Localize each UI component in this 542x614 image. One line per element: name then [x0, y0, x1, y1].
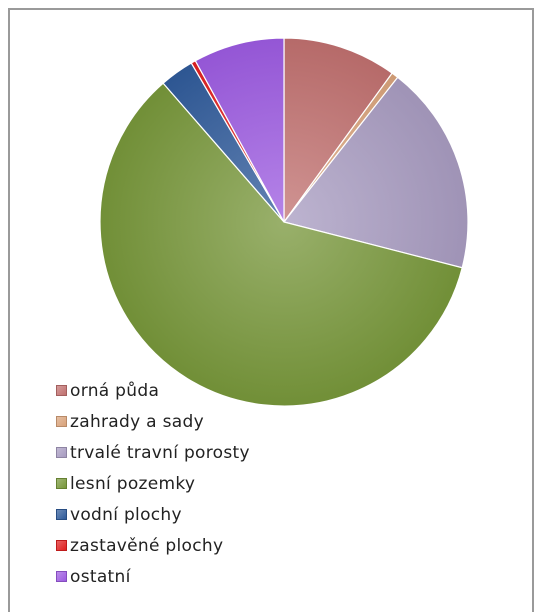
- legend-label: zastavěné plochy: [70, 535, 224, 556]
- legend-swatch: [56, 385, 67, 396]
- pie-slice-3: [282, 76, 469, 269]
- legend-item: lesní pozemky: [56, 468, 250, 499]
- legend-item: zastavěné plochy: [56, 530, 250, 561]
- legend-label: orná půda: [70, 380, 160, 401]
- chart-legend: orná půda zahrady a sady trvalé travní por…: [56, 375, 250, 592]
- legend-item: orná půda: [56, 375, 250, 406]
- legend-swatch: [56, 509, 67, 520]
- legend-item: trvalé travní porosty: [56, 437, 250, 468]
- legend-label: zahrady a sady: [70, 411, 204, 432]
- legend-swatch: [56, 571, 67, 582]
- legend-swatch: [56, 540, 67, 551]
- legend-label: lesní pozemky: [70, 473, 196, 494]
- legend-item: vodní plochy: [56, 499, 250, 530]
- legend-swatch: [56, 416, 67, 427]
- legend-label: vodní plochy: [70, 504, 182, 525]
- pie-slices: [99, 37, 469, 407]
- legend-label: ostatní: [70, 566, 131, 587]
- chart-frame: orná půda zahrady a sady trvalé travní por…: [8, 8, 534, 612]
- legend-swatch: [56, 478, 67, 489]
- pie-slice-1: [283, 37, 393, 224]
- legend-swatch: [56, 447, 67, 458]
- legend-item: zahrady a sady: [56, 406, 250, 437]
- legend-item: ostatní: [56, 561, 250, 592]
- pie-slice-4: [99, 82, 463, 407]
- pie-chart: [99, 37, 469, 407]
- pie-slice-7: [194, 37, 285, 223]
- legend-label: trvalé travní porosty: [70, 442, 250, 463]
